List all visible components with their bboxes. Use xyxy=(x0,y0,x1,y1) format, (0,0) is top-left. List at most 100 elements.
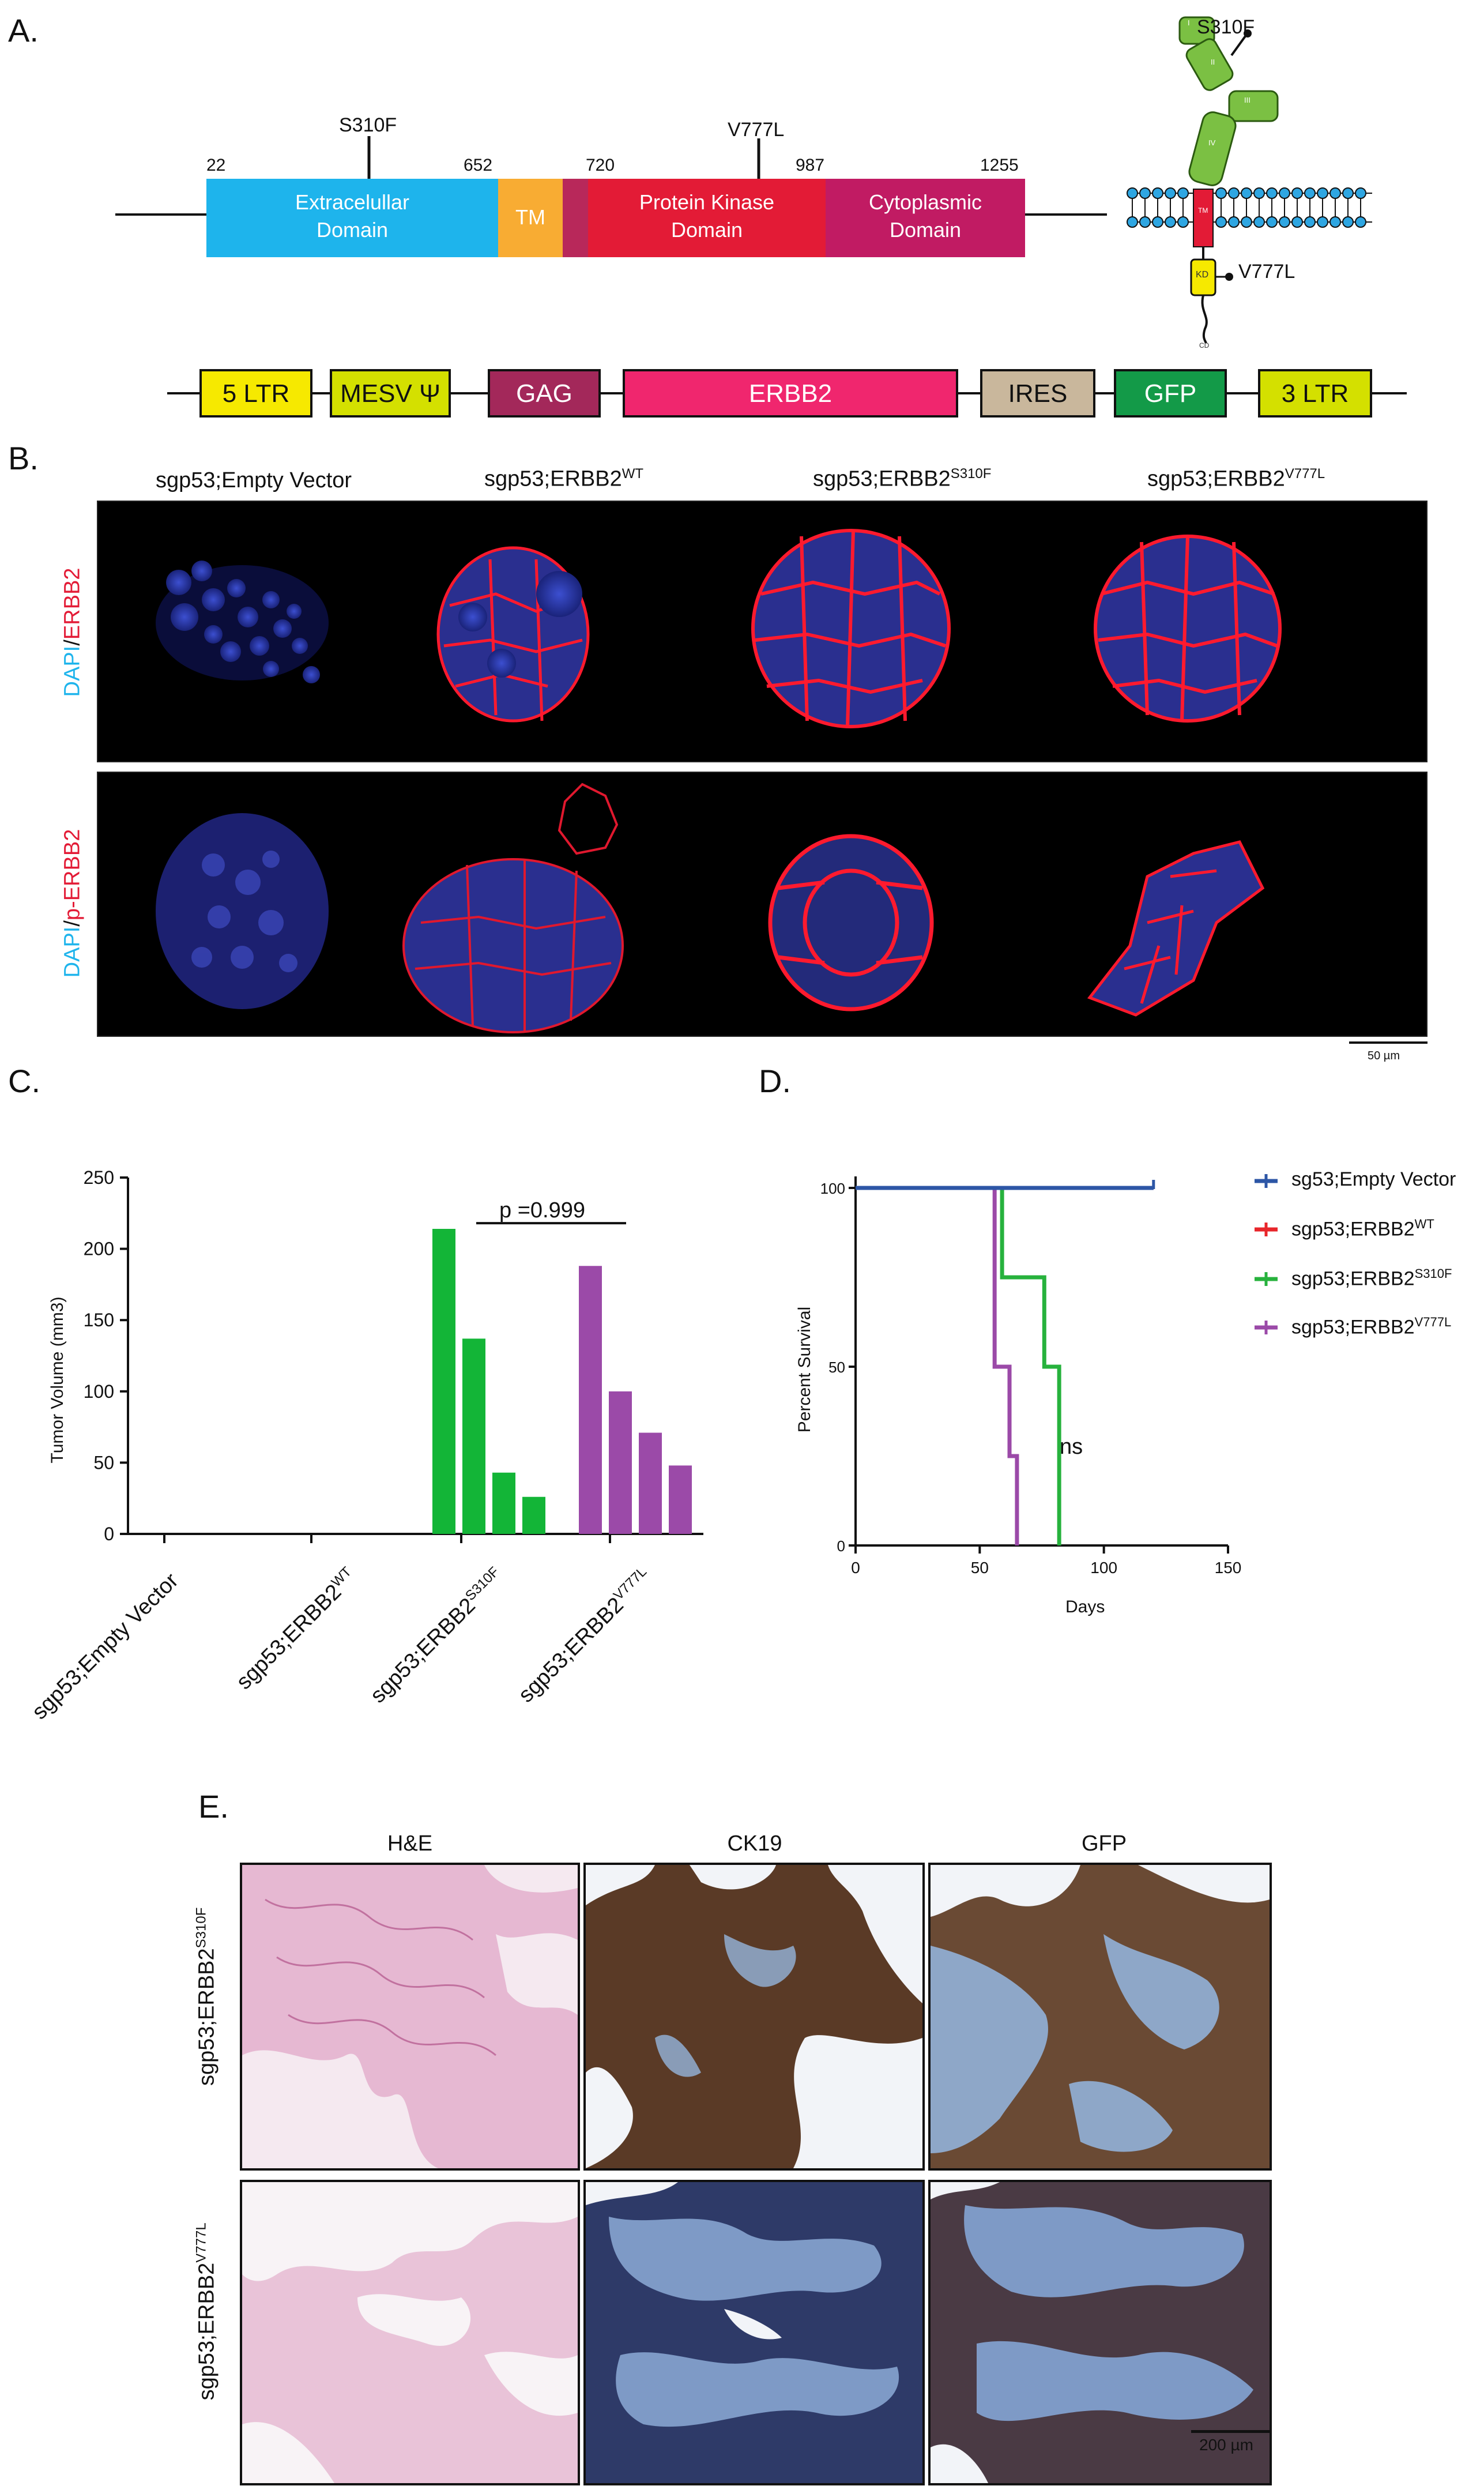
vector-5ltr-label: 5 LTR xyxy=(222,379,290,408)
e-row-s310f: sgp53;ERBB2S310F xyxy=(193,1907,219,2086)
cyto-label-line1: Cytoplasmic xyxy=(868,190,982,214)
if-row-p-erbb2-image xyxy=(156,783,1265,1033)
organoid-empty-vector-p xyxy=(156,813,329,1009)
position-987: 987 xyxy=(796,156,825,175)
ck19-s310f-image xyxy=(583,1863,925,2171)
receptor-kd-label: KD xyxy=(1196,270,1209,280)
c-y-tick-label: 100 xyxy=(84,1381,114,1402)
organoid-s310f-p xyxy=(768,834,934,1011)
gfp-v777l-image xyxy=(928,2180,1272,2485)
subdomain-ii-label: II xyxy=(1211,58,1215,66)
subdomain-iii-label: III xyxy=(1244,96,1251,104)
e-scale-bar-label: 200 µm xyxy=(1199,2436,1253,2454)
panel-label-d: D. xyxy=(759,1063,791,1099)
panel-label-c: C. xyxy=(8,1063,40,1099)
vector-gag-box xyxy=(488,369,601,418)
tm-label: TM xyxy=(515,205,545,229)
ecd-label-line2: Domain xyxy=(316,218,389,242)
d-x-tick-label: 0 xyxy=(851,1559,860,1577)
d-legend-empty-vector: sg53;Empty Vector xyxy=(1291,1168,1456,1190)
c-y-tick-label: 150 xyxy=(84,1310,114,1330)
d-series-line-2 xyxy=(856,1186,1061,1545)
d-legend-s310f: sgp53;ERBB2S310F xyxy=(1291,1266,1452,1290)
organoid-s310f xyxy=(751,529,951,728)
subdomain-iv-box xyxy=(1188,111,1237,186)
vector-ires-label: IRES xyxy=(1008,379,1068,408)
gfp-s310f-image xyxy=(928,1863,1272,2171)
subdomain-iv-label: IV xyxy=(1208,138,1216,147)
vector-mesv-label: MESV Ψ xyxy=(340,379,440,408)
e-col-he: H&E xyxy=(387,1831,433,1856)
vector-erbb2-box xyxy=(623,369,958,418)
e-col-ck19: CK19 xyxy=(727,1831,782,1856)
d-y-tick-label: 50 xyxy=(828,1359,845,1376)
he-s310f-image xyxy=(240,1863,580,2171)
organoid-wt-p xyxy=(402,783,624,1033)
s310f-bar xyxy=(492,1472,515,1534)
receptor-cd-label: CD xyxy=(1199,341,1210,349)
v777l-bar xyxy=(579,1266,602,1534)
s310f-bar xyxy=(522,1496,545,1534)
v777l-bar xyxy=(669,1465,692,1534)
v777l-bar xyxy=(639,1432,662,1534)
ck19-v777l-image xyxy=(583,2180,925,2485)
d-x-tick-label: 150 xyxy=(1215,1559,1242,1577)
if-row-erbb2 xyxy=(97,501,1427,762)
c-y-tick-label: 0 xyxy=(104,1524,114,1544)
chart-d-survival: 0 50 100 0 50 100 150 xyxy=(820,1174,1278,1577)
if-row-erbb2-image xyxy=(156,529,1282,728)
organoid-wt xyxy=(436,546,590,723)
panel-label-b: B. xyxy=(8,440,39,476)
e-col-gfp: GFP xyxy=(1081,1831,1127,1856)
d-x-tick-label: 100 xyxy=(1090,1559,1117,1577)
d-y-tick-label: 0 xyxy=(837,1537,845,1555)
c-y-tick-label: 200 xyxy=(84,1239,114,1259)
protein-kinase-domain-box xyxy=(588,179,826,257)
if-row-p-erbb2 xyxy=(97,772,1427,1037)
e-scale-bar xyxy=(1191,2430,1270,2433)
if-row2-label: DAPI/p-ERBB2 xyxy=(55,773,90,1032)
s310f-label: S310F xyxy=(339,114,397,136)
b-scale-bar-label: 50 µm xyxy=(1368,1050,1400,1062)
subdomain-i-box xyxy=(1178,16,1215,45)
pk-label-line1: Protein Kinase xyxy=(639,190,775,214)
domain-map-figure xyxy=(115,136,1107,257)
membrane-bilayer xyxy=(1127,187,1372,228)
b-col-v777l: sgp53;ERBB2V777L xyxy=(1147,466,1325,491)
b-col-s310f: sgp53;ERBB2S310F xyxy=(813,466,992,491)
position-22: 22 xyxy=(206,156,226,175)
d-series-line-3 xyxy=(856,1186,1019,1545)
c-y-tick-label: 250 xyxy=(84,1167,114,1188)
c-annotation: p =0.999 xyxy=(499,1198,585,1223)
subdomain-iii-box xyxy=(1228,90,1279,122)
v777l-label: V777L xyxy=(728,119,785,141)
position-652: 652 xyxy=(464,156,493,175)
vector-construct xyxy=(167,369,1407,418)
if-row1-label: DAPI/ERBB2 xyxy=(55,502,90,761)
chart-c-tumor-volume: 0 50 100 150 200 250 xyxy=(84,1167,703,1544)
s310f-bar xyxy=(462,1338,485,1534)
d-x-tick-label: 50 xyxy=(971,1559,989,1577)
panel-label-e: E. xyxy=(198,1788,229,1825)
d-xlabel: Days xyxy=(1065,1597,1105,1616)
vector-ires-box xyxy=(980,369,1095,418)
cyto-label-line2: Domain xyxy=(889,218,962,242)
b-scale-bar xyxy=(1349,1041,1427,1044)
receptor-v777l-label: V777L xyxy=(1238,261,1295,283)
c-y-tick-label: 50 xyxy=(93,1452,114,1473)
e-row-v777l: sgp53;ERBB2V777L xyxy=(193,2222,219,2401)
s310f-bar xyxy=(432,1228,455,1534)
receptor-tm-label: TM xyxy=(1198,206,1208,215)
vector-gfp-label: GFP xyxy=(1144,379,1197,408)
subdomain-ii-box xyxy=(1185,38,1234,91)
vector-3ltr-box xyxy=(1258,369,1372,418)
b-col-empty-vector: sgp53;Empty Vector xyxy=(156,468,352,492)
vector-mesv-box xyxy=(330,369,451,418)
he-v777l-image xyxy=(240,2180,580,2485)
if-row1-label-text: DAPI/ERBB2 xyxy=(60,567,85,697)
juxtamembrane-box xyxy=(563,179,588,257)
vector-erbb2-label: ERBB2 xyxy=(748,379,833,408)
receptor-cartoon xyxy=(1127,16,1372,344)
v777l-bar xyxy=(609,1391,632,1534)
ecd-label-line1: Extracelullar xyxy=(295,190,410,214)
